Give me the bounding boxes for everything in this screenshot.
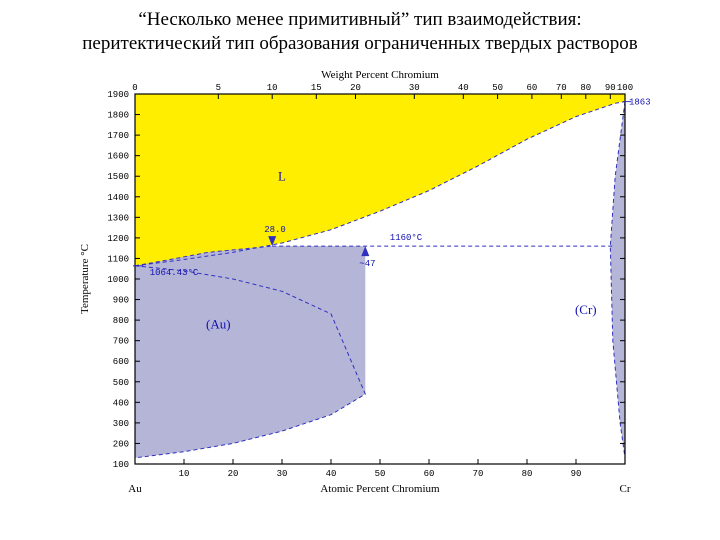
xtick-bottom: 40 (326, 469, 337, 479)
xtick-bottom: 10 (179, 469, 190, 479)
ytick-label: 500 (113, 377, 129, 387)
ylabel: Temperature °C (79, 244, 91, 314)
ytick-label: 1900 (107, 90, 129, 100)
ytick-label: 1700 (107, 131, 129, 141)
xtick-top: 30 (409, 83, 420, 93)
ytick-label: 100 (113, 460, 129, 470)
xtick-bottom: 90 (571, 469, 582, 479)
xlabel-top: Weight Percent Chromium (321, 69, 439, 81)
left-element: Au (128, 483, 142, 495)
xtick-top: 5 (216, 83, 221, 93)
ytick-label: 1500 (107, 172, 129, 182)
label-liquid: L (278, 168, 286, 183)
xtick-top: 90 (605, 83, 616, 93)
label-cr: (Cr) (575, 301, 597, 316)
region-cr (610, 101, 625, 457)
ytick-label: 1800 (107, 110, 129, 120)
ytick-label: 1000 (107, 275, 129, 285)
xtick-bottom: 30 (277, 469, 288, 479)
xtick-top: 15 (311, 83, 322, 93)
ytick-label: 800 (113, 316, 129, 326)
xtick-top: 70 (556, 83, 567, 93)
xtick-top: 40 (458, 83, 469, 93)
ytick-label: 1400 (107, 192, 129, 202)
ytick-label: 600 (113, 357, 129, 367)
title-line2: перитектический тип образования ограниче… (20, 32, 700, 56)
phase-diagram: 28.0~47100200300400500600700800900100011… (70, 64, 650, 504)
xtick-top: 100 (617, 83, 633, 93)
xtick-bottom: 60 (424, 469, 435, 479)
xtick-top: 10 (267, 83, 278, 93)
chart-svg: 28.0~47100200300400500600700800900100011… (70, 64, 650, 504)
ytick-label: 1100 (107, 254, 129, 264)
ytick-label: 1600 (107, 151, 129, 161)
ytick-label: 1200 (107, 233, 129, 243)
title-line1: “Несколько менее примитивный” тип взаимо… (20, 8, 700, 32)
xtick-top: 80 (580, 83, 591, 93)
xtick-top: 50 (492, 83, 503, 93)
xtick-bottom: 50 (375, 469, 386, 479)
cr-melt: 1863°C (629, 97, 650, 107)
xtick-top: 0 (132, 83, 137, 93)
peritectic-temp: 1160°C (390, 232, 423, 242)
arrow-label: 28.0 (264, 225, 286, 235)
arrow-label: ~47 (359, 259, 375, 269)
xtick-top: 20 (350, 83, 361, 93)
xtick-bottom: 20 (228, 469, 239, 479)
ytick-label: 700 (113, 336, 129, 346)
xtick-top: 60 (526, 83, 537, 93)
xtick-bottom: 70 (473, 469, 484, 479)
xlabel-bottom: Atomic Percent Chromium (320, 483, 440, 495)
ytick-label: 900 (113, 295, 129, 305)
ytick-label: 200 (113, 439, 129, 449)
right-element: Cr (620, 483, 631, 495)
ytick-label: 400 (113, 398, 129, 408)
label-au: (Au) (206, 316, 231, 331)
ytick-label: 300 (113, 418, 129, 428)
region-liquid (135, 94, 625, 266)
au-melt: 1064.43°C (150, 267, 199, 277)
ytick-label: 1300 (107, 213, 129, 223)
xtick-bottom: 80 (522, 469, 533, 479)
